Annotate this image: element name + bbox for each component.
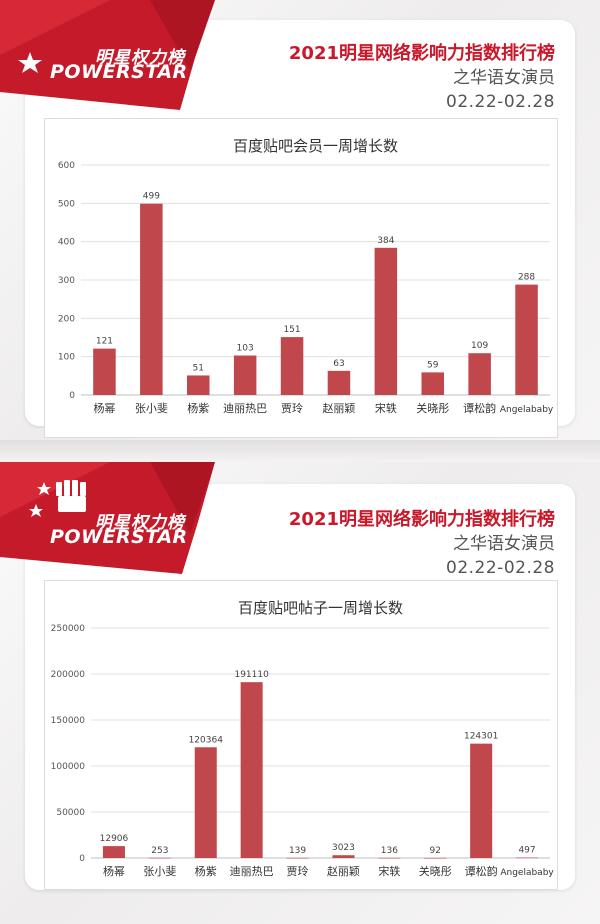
data-label: 109: [471, 341, 488, 351]
bar: [102, 846, 125, 858]
data-label: 3023: [332, 843, 355, 853]
star-icon: [37, 482, 51, 495]
bar: [378, 857, 401, 859]
data-label: 151: [283, 325, 300, 335]
ranking-heading: 2021明星网络影响力指数排行榜 之华语女演员 02.22-02.28: [289, 508, 555, 580]
data-label: 51: [193, 363, 204, 373]
x-tick-label: 贾玲: [287, 865, 309, 878]
data-label: 59: [427, 360, 439, 370]
x-tick-label: 谭松韵: [463, 401, 496, 415]
chart-svg: 百度贴吧帖子一周增长数 0 50000 100000 150000 200000 25000…: [51, 599, 555, 878]
bar: [140, 203, 163, 395]
x-tick-label: 宋轶: [378, 864, 400, 878]
bar: [280, 337, 304, 395]
bar: [332, 855, 355, 858]
fist-icon: [56, 480, 86, 512]
y-tick-label: 0: [79, 854, 85, 864]
y-tick-label: 200: [58, 314, 75, 324]
data-label: 253: [151, 846, 168, 856]
ranking-subtitle: 之华语女演员: [453, 534, 555, 554]
chart-title: 百度贴吧帖子一周增长数: [238, 599, 403, 617]
ranking-subtitle: 之华语女演员: [453, 68, 555, 88]
data-label: 92: [430, 846, 441, 856]
panel-divider: [0, 440, 600, 462]
y-tick-label: 200000: [51, 670, 86, 680]
x-tick-label: 宋轶: [375, 401, 397, 415]
bar: [286, 857, 309, 859]
y-tick-label: 0: [69, 391, 75, 401]
logo-chinese: 明星权力榜: [95, 513, 185, 533]
data-label: 103: [237, 344, 254, 354]
x-tick-label: 贾玲: [281, 402, 303, 415]
data-label: 121: [96, 337, 113, 347]
chart-svg: 百度贴吧会员一周增长数 0 100 200 300 400 500 600 121 杨幂 499 张小…: [58, 137, 554, 415]
y-tick-label: 600: [58, 161, 75, 171]
bar: [374, 247, 398, 395]
y-tick-label: 250000: [51, 624, 86, 634]
data-label: 288: [518, 273, 535, 283]
bar: [515, 284, 538, 395]
y-tick-label: 300: [58, 276, 75, 286]
bar: [424, 857, 447, 859]
bar: [186, 375, 210, 395]
y-tick-label: 400: [58, 238, 75, 248]
ranking-date-range: 02.22-02.28: [446, 558, 555, 578]
data-label: 139: [289, 846, 306, 856]
data-label: 499: [143, 192, 160, 202]
data-label: 497: [518, 846, 535, 856]
data-label: 63: [333, 359, 344, 369]
x-tick-label: 杨紫: [195, 864, 217, 878]
x-tick-label: 赵丽颖: [322, 401, 355, 415]
x-tick-label: 谭松韵: [465, 864, 498, 878]
data-label: 136: [381, 846, 398, 856]
x-tick-label: Angelababy: [500, 868, 554, 878]
bar: [468, 353, 491, 395]
x-tick-label: 迪丽热巴: [230, 865, 274, 878]
bar: [194, 747, 217, 858]
y-tick-label: 100000: [51, 762, 86, 772]
data-label: 120364: [189, 735, 224, 745]
x-tick-label: 杨幂: [103, 864, 125, 878]
ranking-heading: 2021明星网络影响力指数排行榜 之华语女演员 02.22-02.28: [289, 42, 555, 114]
y-tick-label: 100: [58, 353, 75, 363]
x-tick-label: Angelababy: [500, 405, 554, 415]
ranking-title: 2021明星网络影响力指数排行榜: [288, 43, 555, 64]
logo-english: POWERSTAR: [50, 61, 188, 83]
x-tick-label: 迪丽热巴: [223, 402, 267, 415]
data-label: 384: [377, 236, 394, 246]
data-label: 12906: [100, 834, 129, 844]
bar: [421, 372, 445, 395]
star-icon: [29, 504, 43, 517]
logo-chinese: 明星权力榜: [95, 48, 185, 68]
bar: [233, 355, 257, 395]
bar: [327, 370, 351, 395]
x-tick-label: 杨幂: [93, 401, 115, 415]
star-icon: [18, 52, 42, 73]
data-label: 124301: [464, 732, 498, 742]
brand-banner: [0, 0, 215, 110]
chart-posts-growth: 百度贴吧帖子一周增长数 0 50000 100000 150000 200000 25000…: [44, 580, 558, 890]
y-tick-label: 150000: [51, 716, 86, 726]
x-tick-label: 张小斐: [143, 865, 176, 878]
x-tick-label: 张小斐: [135, 402, 168, 415]
y-tick-label: 50000: [56, 808, 85, 818]
bar: [240, 682, 263, 858]
bar: [93, 348, 116, 395]
ranking-date-range: 02.22-02.28: [446, 92, 555, 112]
bar: [470, 743, 493, 858]
bar: [516, 857, 539, 859]
chart-members-growth: 百度贴吧会员一周增长数 0 100 200 300 400 500 600 121 杨幂 499 张小…: [44, 118, 558, 438]
ranking-title: 2021明星网络影响力指数排行榜: [288, 509, 555, 530]
brand-banner: [0, 462, 215, 574]
x-tick-label: 杨紫: [187, 401, 209, 415]
x-tick-label: 赵丽颖: [327, 864, 360, 878]
x-tick-label: 关晓彤: [416, 401, 449, 415]
data-label: 191110: [234, 670, 269, 680]
logo-english: POWERSTAR: [50, 526, 188, 548]
x-tick-label: 关晓彤: [419, 864, 452, 878]
chart-title: 百度贴吧会员一周增长数: [233, 137, 398, 155]
bar: [148, 857, 171, 859]
y-tick-label: 500: [58, 199, 75, 209]
